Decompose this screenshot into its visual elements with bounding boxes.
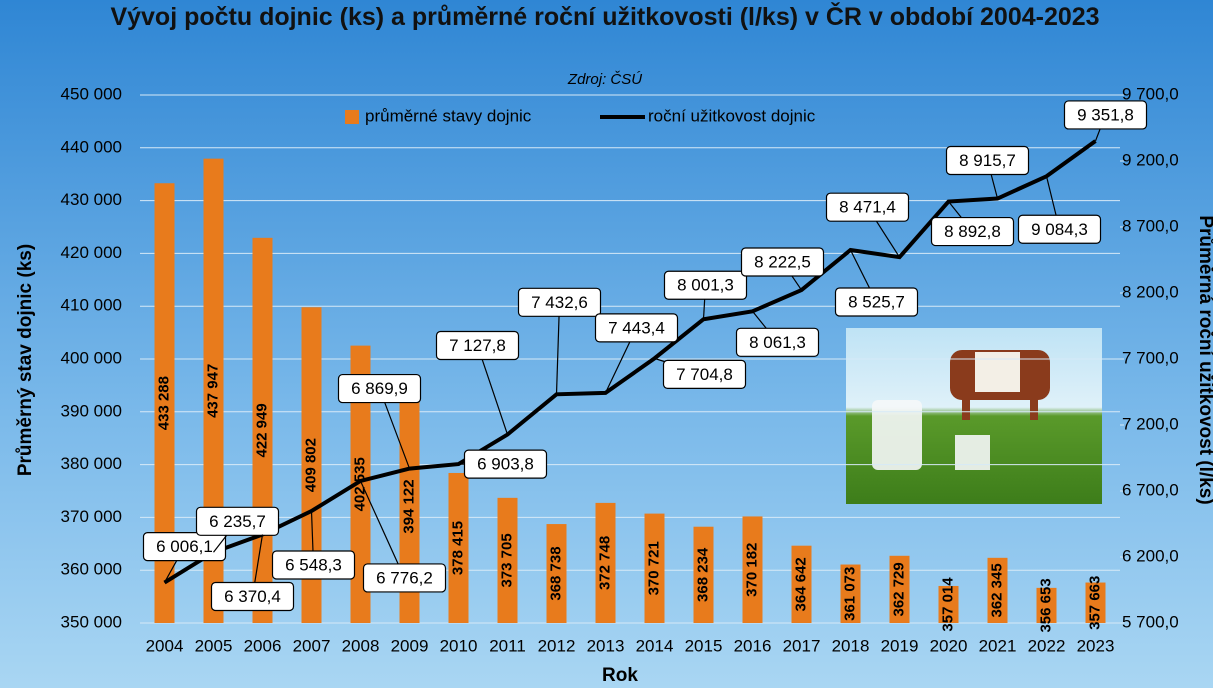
y-tick-label: 370 000 <box>61 507 122 526</box>
x-tick-label: 2020 <box>930 636 968 655</box>
y2-tick-label: 8 200,0 <box>1122 282 1179 301</box>
y2-tick-label: 8 700,0 <box>1122 216 1179 235</box>
bar-value-label: 372 748 <box>596 536 613 590</box>
x-tick-label: 2013 <box>587 636 625 655</box>
x-tick-label: 2012 <box>538 636 576 655</box>
y-tick-label: 360 000 <box>61 560 122 579</box>
y-tick-label: 410 000 <box>61 296 122 315</box>
page: Zdroj: ČSÚ Rok Průměrný stav dojnic (ks)… <box>0 0 1213 688</box>
bar-value-label: 364 642 <box>792 557 809 611</box>
line-value-label: 7 127,8 <box>449 336 506 355</box>
bar-value-label: 433 288 <box>155 376 172 430</box>
bar-value-label: 362 729 <box>890 562 907 616</box>
bar-value-label: 368 738 <box>547 546 564 600</box>
y2-axis-title: Průměrná roční užitkovost (l/ks) <box>1195 215 1213 504</box>
y2-tick-label: 6 700,0 <box>1122 480 1179 499</box>
x-tick-label: 2005 <box>195 636 233 655</box>
legend-label: průměrné stavy dojnic <box>365 106 532 125</box>
line-value-label: 8 001,3 <box>677 276 734 295</box>
subtitle: Zdroj: ČSÚ <box>567 71 642 88</box>
x-tick-label: 2017 <box>783 636 821 655</box>
line-value-label: 8 915,7 <box>959 151 1016 170</box>
y-tick-label: 450 000 <box>61 84 122 103</box>
line-value-label: 6 548,3 <box>285 556 342 575</box>
line-value-label: 8 061,3 <box>749 333 806 352</box>
legend-label: roční užitkovost dojnic <box>648 106 816 125</box>
bar-value-label: 361 073 <box>841 567 858 621</box>
x-tick-label: 2016 <box>734 636 772 655</box>
line-value-label: 8 222,5 <box>754 253 811 272</box>
x-tick-label: 2008 <box>342 636 380 655</box>
x-tick-label: 2015 <box>685 636 723 655</box>
x-tick-label: 2022 <box>1028 636 1066 655</box>
bar-value-label: 370 182 <box>743 543 760 597</box>
bar-value-label: 394 122 <box>400 479 417 533</box>
line-value-label: 6 235,7 <box>209 512 266 531</box>
bar-value-label: 409 802 <box>302 438 319 492</box>
y2-tick-label: 6 200,0 <box>1122 546 1179 565</box>
y2-tick-label: 7 200,0 <box>1122 414 1179 433</box>
line-value-label: 7 704,8 <box>676 365 733 384</box>
y-axis-title: Průměrný stav dojnic (ks) <box>15 244 36 476</box>
bar-value-label: 373 705 <box>498 533 515 587</box>
x-tick-label: 2010 <box>440 636 478 655</box>
bar-value-label: 422 949 <box>253 403 270 457</box>
y-tick-label: 440 000 <box>61 137 122 156</box>
x-tick-label: 2004 <box>146 636 184 655</box>
y-tick-label: 430 000 <box>61 190 122 209</box>
line-value-label: 8 892,8 <box>944 222 1001 241</box>
y2-tick-label: 5 700,0 <box>1122 612 1179 631</box>
line-value-label: 6 776,2 <box>376 568 433 587</box>
x-tick-label: 2023 <box>1077 636 1115 655</box>
y-tick-label: 400 000 <box>61 348 122 367</box>
x-axis-title: Rok <box>602 665 638 686</box>
x-tick-label: 2011 <box>489 636 526 655</box>
bar-value-label: 378 415 <box>449 521 466 575</box>
bar-value-label: 370 721 <box>645 541 662 595</box>
line-value-label: 7 443,4 <box>608 318 665 337</box>
bar-value-label: 357 014 <box>939 577 956 632</box>
y-tick-label: 390 000 <box>61 401 122 420</box>
x-tick-label: 2021 <box>979 636 1017 655</box>
chart: Zdroj: ČSÚ Rok Průměrný stav dojnic (ks)… <box>0 0 1213 688</box>
line-value-label: 9 351,8 <box>1077 105 1134 124</box>
y-tick-label: 380 000 <box>61 454 122 473</box>
bar-value-label: 356 653 <box>1037 578 1054 632</box>
x-tick-label: 2006 <box>244 636 282 655</box>
y2-tick-label: 9 200,0 <box>1122 150 1179 169</box>
bar-value-label: 357 663 <box>1086 576 1103 630</box>
line-value-label: 6 869,9 <box>351 379 408 398</box>
bar-value-label: 368 234 <box>694 547 711 602</box>
chart-title: Vývoj počtu dojnic (ks) a průměrné roční… <box>100 4 1110 30</box>
x-tick-label: 2007 <box>293 636 331 655</box>
line-value-label: 6 006,1 <box>156 537 213 556</box>
bar-value-label: 362 345 <box>988 563 1005 617</box>
x-tick-label: 2018 <box>832 636 870 655</box>
legend-swatch <box>345 110 359 124</box>
y2-tick-label: 7 700,0 <box>1122 348 1179 367</box>
line-value-label: 6 370,4 <box>224 587 281 606</box>
line-value-label: 6 903,8 <box>477 455 534 474</box>
x-tick-label: 2009 <box>391 636 429 655</box>
line-value-label: 8 471,4 <box>839 198 896 217</box>
line-value-label: 8 525,7 <box>848 292 905 311</box>
y-tick-label: 350 000 <box>61 612 122 631</box>
x-tick-label: 2019 <box>881 636 919 655</box>
line-value-label: 7 432,6 <box>531 293 588 312</box>
line-value-label: 9 084,3 <box>1031 220 1088 239</box>
x-tick-label: 2014 <box>636 636 674 655</box>
photo <box>846 328 1102 504</box>
y-tick-label: 420 000 <box>61 243 122 262</box>
bar-value-label: 437 947 <box>204 364 221 418</box>
